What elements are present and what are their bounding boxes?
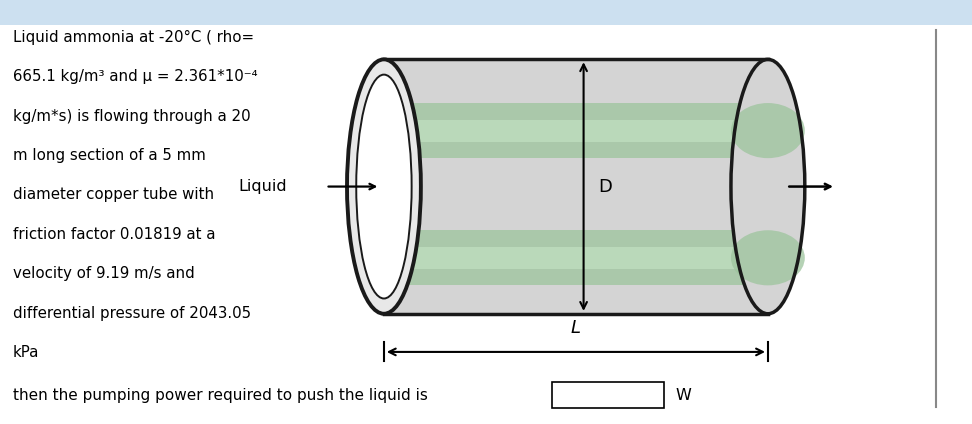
Text: diameter copper tube with: diameter copper tube with	[13, 187, 214, 202]
Text: W: W	[676, 388, 691, 403]
Ellipse shape	[347, 59, 421, 314]
Text: D: D	[598, 178, 612, 195]
Text: friction factor 0.01819 at a: friction factor 0.01819 at a	[13, 227, 215, 242]
Bar	[384, 120, 768, 142]
Bar	[552, 382, 664, 408]
Text: differential pressure of 2043.05: differential pressure of 2043.05	[13, 306, 251, 321]
Bar	[384, 59, 768, 314]
Text: Liquid: Liquid	[238, 179, 287, 194]
Bar	[384, 230, 768, 285]
Text: L: L	[571, 319, 581, 337]
Text: then the pumping power required to push the liquid is: then the pumping power required to push …	[13, 388, 428, 403]
Ellipse shape	[731, 103, 805, 158]
Ellipse shape	[731, 230, 805, 285]
Bar	[384, 247, 768, 269]
Text: 665.1 kg/m³ and μ = 2.361*10⁻⁴: 665.1 kg/m³ and μ = 2.361*10⁻⁴	[13, 69, 258, 84]
Bar	[384, 103, 768, 158]
Text: m long section of a 5 mm: m long section of a 5 mm	[13, 148, 205, 163]
Text: velocity of 9.19 m/s and: velocity of 9.19 m/s and	[13, 266, 194, 281]
Text: Liquid ammonia at -20°C ( rho=: Liquid ammonia at -20°C ( rho=	[13, 30, 254, 45]
Ellipse shape	[731, 59, 805, 314]
Ellipse shape	[356, 75, 412, 298]
Text: kg/m*s) is flowing through a 20: kg/m*s) is flowing through a 20	[13, 109, 250, 123]
Bar	[0, 0, 972, 25]
Text: kPa: kPa	[13, 345, 39, 360]
